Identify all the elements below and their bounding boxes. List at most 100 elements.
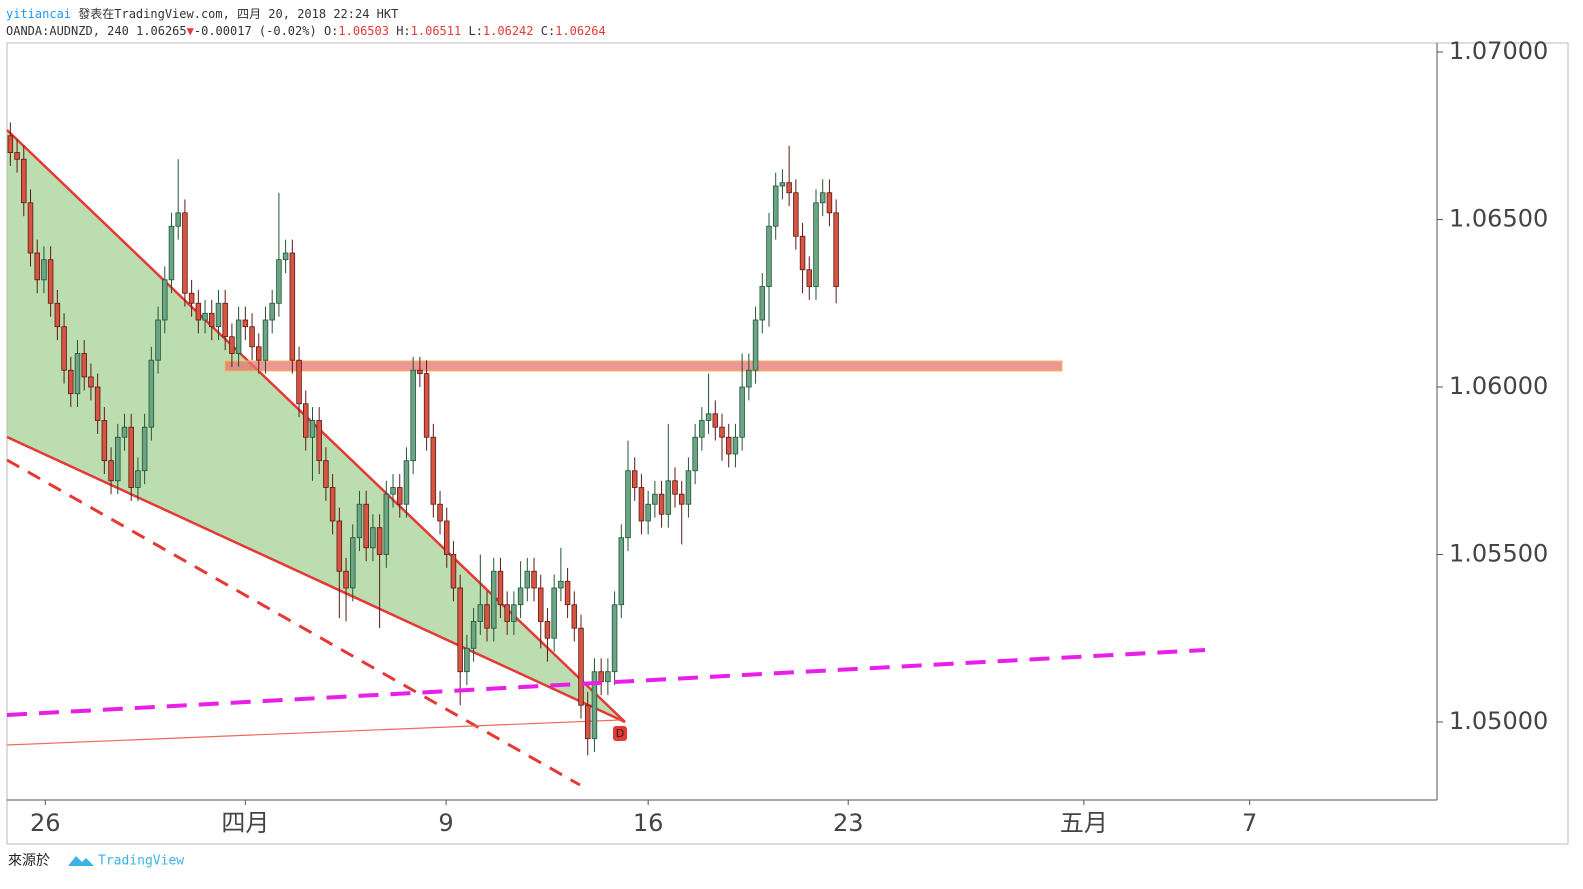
candle-body xyxy=(652,493,658,505)
published: 發表在TradingView.com, 四月 20, 2018 22:24 HK… xyxy=(71,7,399,21)
x-tick-label: 五月 xyxy=(1060,809,1108,837)
candle-body xyxy=(719,426,725,438)
candle-body xyxy=(54,302,61,328)
candle-body xyxy=(504,604,510,622)
candle-body xyxy=(618,537,625,606)
candle-body xyxy=(645,503,651,522)
candle-body xyxy=(141,426,148,472)
l-label: L: xyxy=(468,24,483,38)
candle-body xyxy=(457,587,463,673)
candle-body xyxy=(81,353,87,378)
candle-body xyxy=(403,460,410,505)
candle-body xyxy=(739,386,745,438)
candle-body xyxy=(551,587,557,639)
candle-body xyxy=(584,704,591,740)
candle-body xyxy=(692,436,698,472)
candle-body xyxy=(578,627,584,706)
candle-body xyxy=(376,527,383,555)
frame xyxy=(6,42,1569,845)
candle-body xyxy=(631,470,638,488)
candle-body xyxy=(296,359,302,405)
candle-body xyxy=(678,493,685,505)
candle-body xyxy=(591,671,598,740)
candle-body xyxy=(175,212,181,227)
magenta-line xyxy=(6,648,1206,717)
candle-body xyxy=(732,436,739,455)
candle-body xyxy=(27,202,34,254)
candle-body xyxy=(289,252,296,361)
candle-body xyxy=(826,192,833,214)
candle-body xyxy=(705,413,712,421)
candle-body xyxy=(115,436,121,482)
candle-body xyxy=(833,212,839,287)
last: 1.06265 xyxy=(136,24,187,38)
candle-body xyxy=(410,369,416,462)
c-label: C: xyxy=(540,24,556,38)
candle-body xyxy=(799,235,806,271)
candle-body xyxy=(611,604,618,673)
author[interactable]: yitiancai xyxy=(6,7,72,21)
candle-body xyxy=(490,570,497,629)
candle-body xyxy=(383,493,390,555)
footer-source: 來源於 xyxy=(8,853,50,869)
candle-body xyxy=(544,621,551,639)
candle-body xyxy=(249,326,255,348)
x-tick-label: 26 xyxy=(30,809,61,837)
annotation: D xyxy=(616,727,624,740)
trend-line xyxy=(6,129,626,723)
candle-body xyxy=(168,225,175,281)
x-tick-label: 7 xyxy=(1242,809,1257,837)
candle-body xyxy=(470,621,477,649)
candle-body xyxy=(699,420,705,438)
candle-body xyxy=(323,460,329,488)
candle-body xyxy=(564,580,571,606)
candle-body xyxy=(571,604,578,629)
candle-body xyxy=(759,286,766,321)
drawings xyxy=(6,129,1063,787)
candle-body xyxy=(329,487,336,522)
candle-body xyxy=(195,302,202,321)
candle-body xyxy=(390,487,396,495)
candle-body xyxy=(417,369,423,375)
y-tick-label: 1.06000 xyxy=(1449,372,1548,400)
candle-body xyxy=(47,259,54,304)
candle-body xyxy=(356,503,363,539)
candle-body xyxy=(437,503,443,522)
candle-body xyxy=(484,604,490,629)
candle-body xyxy=(229,336,235,354)
candle-body xyxy=(41,259,47,281)
candle-body xyxy=(188,292,195,304)
candle-body xyxy=(779,182,786,187)
y-tick-label: 1.05000 xyxy=(1449,707,1548,735)
candle-body xyxy=(242,319,249,328)
candle-body xyxy=(558,580,564,589)
candle-body xyxy=(430,436,437,505)
candle-body xyxy=(537,587,544,622)
logo xyxy=(68,856,94,866)
candle-body xyxy=(21,158,27,204)
candle-body xyxy=(135,470,141,488)
candle-body xyxy=(162,279,168,321)
candle-body xyxy=(685,470,692,505)
candle-body xyxy=(396,487,403,505)
candle-body xyxy=(88,376,94,388)
candle-body xyxy=(309,420,316,438)
candle-body xyxy=(68,369,74,395)
footer-brand[interactable]: TradingView xyxy=(98,854,184,869)
candle-body xyxy=(605,671,611,683)
candle-body xyxy=(658,493,665,515)
candle-body xyxy=(350,537,356,589)
change: -0.00017 (-0.02%) xyxy=(193,24,317,38)
candle-body xyxy=(423,373,430,438)
candle-body xyxy=(598,671,604,683)
candle-body xyxy=(725,436,732,455)
candle-body xyxy=(34,252,40,281)
candle-body xyxy=(752,319,759,371)
candle-body xyxy=(262,319,269,361)
o-value: 1.06503 xyxy=(338,24,389,38)
candle-body xyxy=(209,312,215,328)
candle-body xyxy=(94,386,101,421)
candle-body xyxy=(256,346,262,361)
candle-body xyxy=(121,426,128,438)
